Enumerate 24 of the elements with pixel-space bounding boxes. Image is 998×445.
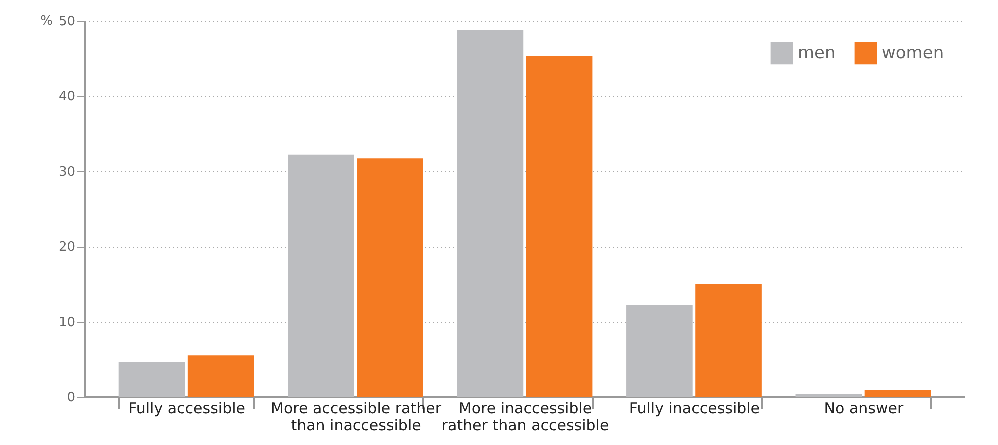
- legend-label: men: [798, 43, 836, 64]
- bar: [696, 284, 762, 397]
- x-tick-label: More inaccessible rather than accessible: [442, 400, 610, 434]
- bar: [864, 390, 932, 397]
- y-tick-label: 40: [58, 90, 76, 105]
- y-axis-title: %: [40, 14, 53, 29]
- bar: [796, 394, 862, 397]
- bar: [118, 362, 186, 397]
- bar: [457, 30, 524, 397]
- y-tick-label: 10: [58, 315, 76, 330]
- bar: [357, 158, 424, 397]
- y-tick-label: 20: [58, 240, 76, 256]
- x-tick-label: More accessible rather than inaccessible: [271, 400, 442, 434]
- x-tick-label: Fully accessible: [128, 400, 246, 418]
- bar: [626, 305, 693, 397]
- bar: [526, 56, 593, 397]
- bar: [188, 356, 254, 397]
- y-tick-label: 30: [58, 164, 76, 180]
- legend-label: women: [882, 43, 944, 64]
- x-tick-label: No answer: [824, 400, 904, 418]
- x-tick-label: Fully inaccessible: [629, 400, 760, 418]
- y-tick-label: 0: [67, 390, 76, 406]
- y-tick-label: 50: [58, 14, 76, 30]
- bar: [288, 154, 354, 397]
